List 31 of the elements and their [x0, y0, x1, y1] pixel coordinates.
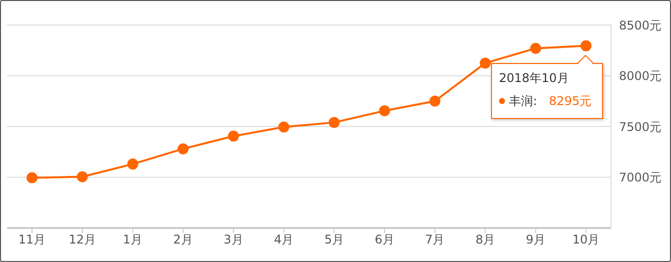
legend-label: 丰润:	[509, 92, 538, 110]
x-tick-label: 7月	[425, 232, 445, 247]
y-tick-label: 8000元	[619, 69, 662, 84]
x-tick-label: 6月	[374, 232, 394, 247]
point	[178, 143, 189, 154]
x-tick-label: 10月	[572, 232, 600, 247]
x-tick-label: 12月	[68, 232, 96, 247]
y-tick-label: 8500元	[619, 18, 662, 32]
point	[580, 40, 592, 52]
point	[480, 58, 491, 69]
annotation: 8295元	[549, 92, 592, 110]
point	[328, 116, 340, 128]
annotation: 2018年10月	[499, 70, 569, 87]
point	[530, 42, 542, 54]
point	[379, 105, 390, 116]
point	[127, 158, 138, 170]
x-tick-label: 2月	[173, 232, 193, 247]
x-tick-label: 5月	[324, 232, 344, 247]
x-tick-label: 3月	[224, 232, 244, 247]
x-tick-label: 9月	[526, 232, 546, 247]
x-tick-label: 4月	[274, 232, 294, 247]
point	[76, 171, 88, 182]
point	[278, 122, 290, 133]
point	[429, 96, 440, 107]
x-tick-label: 11月	[18, 232, 46, 247]
x-tick-label: 8月	[475, 232, 496, 247]
point	[26, 172, 38, 184]
y-tick-label: 7500元	[619, 120, 662, 134]
y-tick-label: 7000元	[619, 170, 662, 185]
point	[228, 130, 239, 142]
x-tick-label: 1月	[122, 232, 143, 247]
